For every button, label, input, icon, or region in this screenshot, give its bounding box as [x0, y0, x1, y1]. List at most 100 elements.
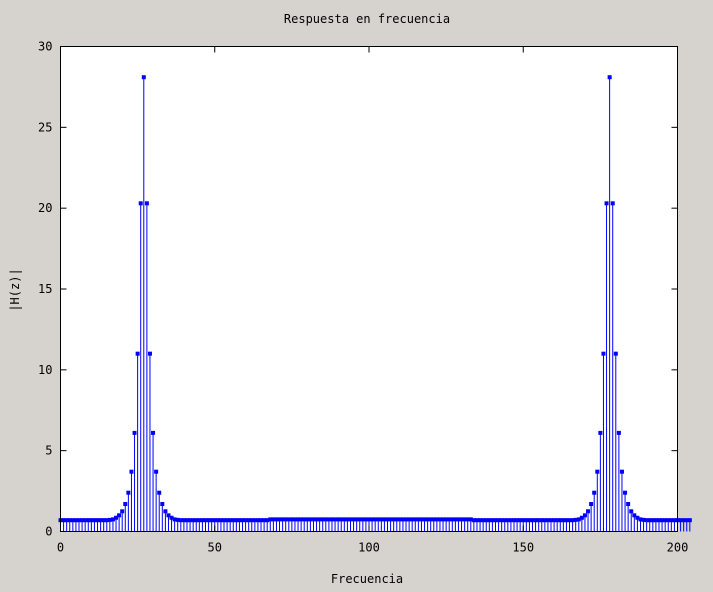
stem-marker: [360, 517, 365, 522]
stem-marker: [246, 518, 251, 523]
stem-marker: [450, 517, 455, 522]
stem-marker: [400, 517, 405, 522]
stem-marker: [231, 518, 236, 523]
stem-marker: [484, 518, 489, 523]
stem-marker: [259, 518, 264, 523]
stem-marker: [326, 517, 331, 522]
stem-marker: [447, 517, 452, 522]
stem-marker: [86, 518, 91, 523]
stem-marker: [314, 517, 319, 522]
stem-marker: [61, 518, 66, 523]
stem-marker: [357, 517, 362, 522]
stem-marker: [623, 490, 628, 495]
stem-marker: [252, 518, 257, 523]
stem-marker: [225, 518, 230, 523]
stem-marker: [660, 518, 665, 523]
stem-marker: [286, 517, 291, 522]
stem-marker: [632, 513, 637, 518]
x-tick-label: 50: [208, 541, 222, 555]
stem-marker: [348, 517, 353, 522]
stem-marker: [558, 518, 563, 523]
stem-marker: [203, 518, 208, 523]
stem-marker: [592, 490, 597, 495]
stem-marker: [669, 518, 674, 523]
stem-marker: [493, 518, 498, 523]
stem-marker: [317, 517, 322, 522]
stem-marker: [305, 517, 310, 522]
stem-marker: [536, 518, 541, 523]
stem-marker: [160, 502, 165, 507]
stem-marker: [422, 517, 427, 522]
stem-marker: [496, 518, 501, 523]
stem-marker: [141, 75, 146, 80]
stem-marker: [169, 515, 174, 520]
stem-marker: [672, 518, 677, 523]
stem-marker: [64, 518, 69, 523]
stem-marker: [283, 517, 288, 522]
stem-marker: [132, 430, 137, 435]
stem-marker: [107, 517, 112, 522]
y-tick-label: 30: [38, 40, 52, 54]
stem-marker: [444, 517, 449, 522]
stem-marker: [194, 518, 199, 523]
stem-marker: [459, 517, 464, 522]
stem-marker: [681, 518, 686, 523]
stem-marker: [98, 518, 103, 523]
stem-marker: [296, 517, 301, 522]
stem-marker: [635, 515, 640, 520]
stem-marker: [154, 469, 159, 474]
stem-marker: [77, 518, 82, 523]
stem-marker: [626, 502, 631, 507]
stem-marker: [222, 518, 227, 523]
stem-marker: [83, 518, 88, 523]
plot-area: [60, 46, 678, 532]
stem-marker: [385, 517, 390, 522]
y-tick-label: 10: [38, 363, 52, 377]
stem-marker: [178, 518, 183, 523]
stem-marker: [678, 518, 683, 523]
stem-marker: [95, 518, 100, 523]
y-tick-label: 20: [38, 201, 52, 215]
stem-marker: [533, 518, 538, 523]
stem-marker: [441, 517, 446, 522]
stem-marker: [397, 517, 402, 522]
stem-marker: [212, 518, 217, 523]
stem-marker: [586, 509, 591, 514]
stem-marker: [437, 517, 442, 522]
stem-marker: [598, 430, 603, 435]
stem-marker: [209, 518, 214, 523]
x-tick-label: 100: [358, 541, 380, 555]
stem-marker: [277, 517, 282, 522]
x-tick-label: 150: [512, 541, 534, 555]
stem-marker: [271, 517, 276, 522]
stem-marker: [613, 351, 618, 356]
stem-marker: [376, 517, 381, 522]
stem-marker: [126, 490, 131, 495]
stem-marker: [333, 517, 338, 522]
stem-marker: [280, 517, 285, 522]
stem-marker: [370, 517, 375, 522]
stem-marker: [419, 517, 424, 522]
stem-marker: [114, 515, 119, 520]
stem-marker: [200, 518, 205, 523]
stem-marker: [265, 518, 270, 523]
stem-marker: [104, 518, 109, 523]
stem-marker: [641, 517, 646, 522]
stem-marker: [363, 517, 368, 522]
stem-marker: [456, 517, 461, 522]
stem-marker: [644, 518, 649, 523]
stem-marker: [521, 518, 526, 523]
stem-marker: [595, 469, 600, 474]
stem-marker: [502, 518, 507, 523]
stem-marker: [524, 518, 529, 523]
stem-marker: [151, 430, 156, 435]
stem-marker: [138, 201, 143, 206]
stem-marker: [339, 517, 344, 522]
y-axis-label: |H(z)|: [8, 268, 22, 311]
stem-marker: [487, 518, 492, 523]
stem-marker: [619, 469, 624, 474]
stem-marker: [336, 517, 341, 522]
stem-marker: [589, 502, 594, 507]
stem-marker: [237, 518, 242, 523]
stem-marker: [67, 518, 72, 523]
